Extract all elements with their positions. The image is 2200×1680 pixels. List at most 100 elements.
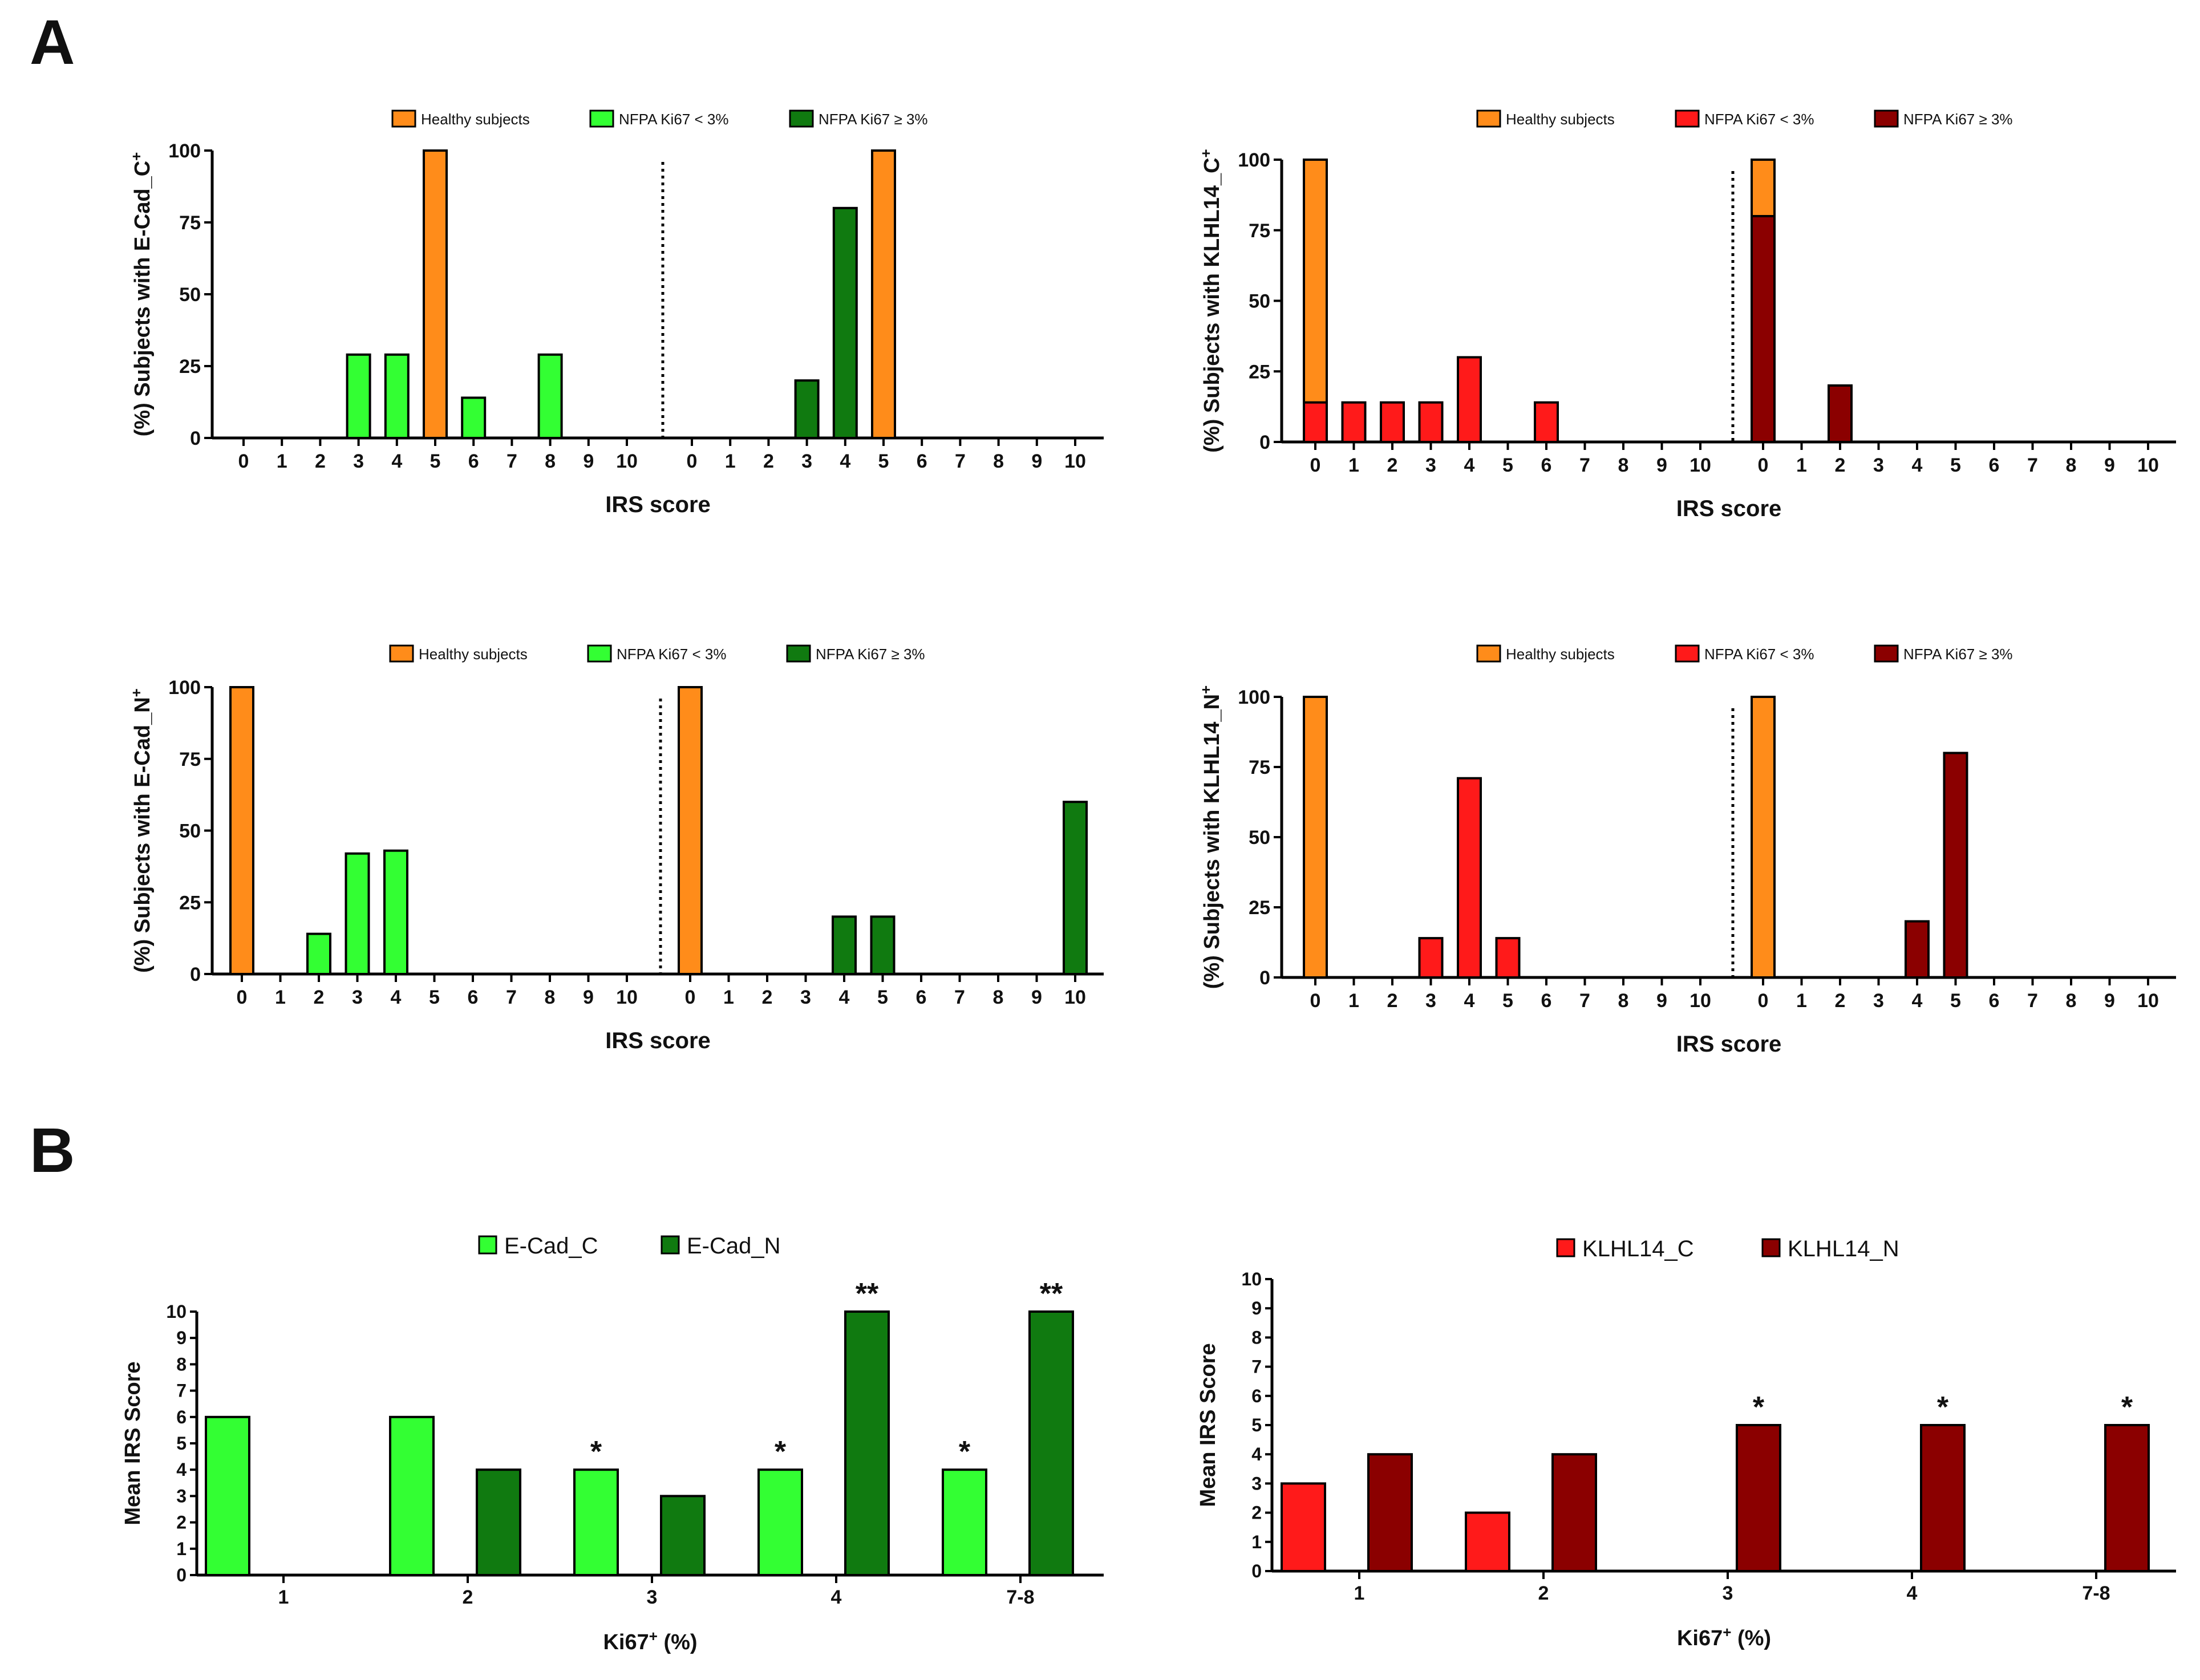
legend-label: KLHL14_C bbox=[1582, 1236, 1694, 1261]
x-tick-label: 8 bbox=[545, 987, 556, 1008]
x-tick-label: 10 bbox=[2137, 990, 2159, 1012]
x-axis-title-text: Ki67 bbox=[603, 1630, 649, 1654]
x-tick-label: 1 bbox=[1348, 455, 1359, 476]
x-tick-label: 4 bbox=[831, 1586, 842, 1608]
x-tick-label: 0 bbox=[1310, 455, 1321, 476]
legend-label: Healthy subjects bbox=[1506, 646, 1615, 663]
y-axis-title: (%) Subjects with E-Cad_N+ bbox=[128, 688, 155, 973]
x-tick-label: 1 bbox=[277, 451, 287, 472]
x-tick-label: 9 bbox=[2104, 990, 2115, 1012]
y-tick-label: 0 bbox=[1259, 967, 1270, 989]
x-axis-title-suffix: (%) bbox=[658, 1630, 698, 1654]
x-axis-title: IRS score bbox=[605, 492, 711, 517]
significance-star: * bbox=[959, 1435, 971, 1468]
y-axis-title-sup: + bbox=[1197, 685, 1214, 694]
x-tick-label: 5 bbox=[1502, 990, 1513, 1012]
bar bbox=[383, 849, 408, 975]
x-tick-label: 3 bbox=[801, 451, 812, 472]
bar bbox=[1303, 401, 1328, 444]
x-axis-title-sup: + bbox=[649, 1628, 658, 1645]
y-axis-title-sup: + bbox=[1197, 149, 1214, 157]
y-axis-title-text: (%) Subjects with KLHL14_C bbox=[1200, 157, 1224, 452]
x-tick-label: 9 bbox=[1656, 455, 1667, 476]
x-axis-title: Ki67+ (%) bbox=[1677, 1624, 1771, 1650]
x-tick-label: 4 bbox=[1912, 990, 1923, 1012]
x-tick-label: 4 bbox=[391, 451, 402, 472]
x-tick-label: 7 bbox=[1579, 990, 1590, 1012]
bar bbox=[1920, 1424, 1966, 1572]
y-tick-label: 10 bbox=[166, 1301, 187, 1322]
y-tick-label: 4 bbox=[176, 1459, 187, 1480]
panel-label-a: A bbox=[30, 7, 75, 78]
bar bbox=[844, 1310, 890, 1576]
y-axis-title: Mean IRS Score bbox=[1196, 1343, 1220, 1507]
x-tick-label: 4 bbox=[1912, 455, 1923, 476]
legend-label: E-Cad_C bbox=[504, 1233, 598, 1259]
y-axis-title-sup: + bbox=[128, 152, 145, 161]
y-tick-label: 0 bbox=[190, 964, 201, 985]
legend-label: NFPA Ki67 ≥ 3% bbox=[1903, 111, 2013, 128]
x-tick-label: 2 bbox=[763, 451, 774, 472]
x-tick-label: 0 bbox=[1758, 990, 1769, 1012]
x-tick-label: 0 bbox=[687, 451, 698, 472]
bar bbox=[1303, 159, 1328, 443]
legend-swatch bbox=[389, 644, 414, 663]
bar bbox=[1751, 696, 1776, 979]
x-tick-label: 6 bbox=[917, 451, 927, 472]
legend-swatch bbox=[661, 1235, 680, 1255]
x-tick-label: 1 bbox=[275, 987, 286, 1008]
bar bbox=[1943, 752, 1968, 979]
x-tick-label: 10 bbox=[1689, 455, 1711, 476]
x-tick-label: 7 bbox=[2027, 455, 2038, 476]
x-tick-label: 0 bbox=[237, 987, 248, 1008]
legend-label: NFPA Ki67 ≥ 3% bbox=[819, 111, 928, 128]
x-tick-label: 5 bbox=[429, 987, 440, 1008]
chart-ecad-n-irs-distribution: Healthy subjects NFPA Ki67 < 3% NFPA Ki67 … bbox=[128, 644, 1104, 1053]
x-axis-title: Ki67+ (%) bbox=[603, 1628, 697, 1654]
y-tick-label: 75 bbox=[179, 749, 201, 770]
bar bbox=[1418, 401, 1444, 444]
legend-swatch bbox=[587, 644, 612, 663]
x-axis-title: IRS score bbox=[605, 1028, 711, 1053]
x-tick-label: 2 bbox=[315, 451, 326, 472]
bar bbox=[461, 396, 487, 439]
x-tick-label: 10 bbox=[2137, 455, 2159, 476]
y-tick-label: 6 bbox=[1251, 1386, 1262, 1406]
significance-star: * bbox=[590, 1435, 602, 1468]
y-tick-label: 100 bbox=[168, 677, 201, 699]
legend-label: E-Cad_N bbox=[687, 1233, 781, 1259]
y-tick-label: 6 bbox=[176, 1407, 187, 1427]
y-axis-title: Mean IRS Score bbox=[121, 1361, 145, 1525]
bar bbox=[205, 1415, 250, 1577]
x-tick-label: 2 bbox=[314, 987, 325, 1008]
x-tick-label: 9 bbox=[1031, 451, 1042, 472]
legend-swatch bbox=[589, 109, 614, 128]
y-tick-label: 0 bbox=[1259, 432, 1270, 453]
x-tick-label: 1 bbox=[1796, 990, 1807, 1012]
x-tick-label: 3 bbox=[352, 987, 363, 1008]
y-tick-label: 1 bbox=[1251, 1532, 1262, 1552]
y-tick-label: 4 bbox=[1251, 1444, 1262, 1464]
x-axis-title: IRS score bbox=[1676, 496, 1782, 521]
y-tick-label: 25 bbox=[1249, 897, 1270, 919]
x-tick-label: 8 bbox=[993, 987, 1004, 1008]
x-tick-label: 7 bbox=[954, 987, 965, 1008]
bar bbox=[1303, 696, 1328, 979]
x-tick-label: 7 bbox=[507, 451, 517, 472]
y-tick-label: 25 bbox=[179, 892, 201, 914]
bar bbox=[1751, 215, 1776, 443]
x-tick-label: 1 bbox=[725, 451, 736, 472]
x-tick-label: 4 bbox=[391, 987, 402, 1008]
bar bbox=[1905, 920, 1930, 979]
x-tick-label: 2 bbox=[1387, 455, 1398, 476]
y-axis-title-text: (%) Subjects with E-Cad_N bbox=[131, 697, 155, 973]
x-tick-label: 7 bbox=[955, 451, 966, 472]
y-tick-label: 5 bbox=[176, 1433, 187, 1454]
y-tick-label: 50 bbox=[179, 821, 201, 842]
bar bbox=[229, 686, 254, 975]
x-tick-label: 2 bbox=[1835, 990, 1846, 1012]
chart-klhl14-n-irs-distribution: Healthy subjects NFPA Ki67 < 3% NFPA Ki67 … bbox=[1197, 644, 2176, 1057]
bar bbox=[537, 353, 563, 440]
x-tick-label: 7-8 bbox=[1006, 1586, 1034, 1608]
bar bbox=[1465, 1511, 1510, 1573]
